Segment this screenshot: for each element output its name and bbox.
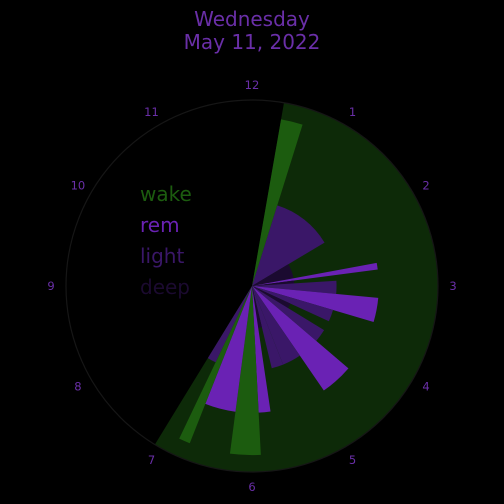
hour-label: 12 (245, 78, 260, 92)
legend-item-light: light (140, 244, 184, 268)
hour-label: 1 (349, 105, 356, 119)
hour-label: 6 (248, 480, 255, 494)
segment-light (252, 286, 334, 322)
chart-title: Wednesday May 11, 2022 (0, 8, 504, 54)
title-date: May 11, 2022 (183, 30, 321, 54)
legend-item-deep: deep (140, 275, 190, 299)
hour-label: 9 (47, 279, 54, 293)
clock-face-ring (65, 99, 439, 473)
segment-wake (179, 286, 252, 444)
title-weekday: Wednesday (194, 7, 310, 31)
segment-rem (252, 286, 349, 391)
segment-light (252, 286, 300, 365)
segment-wake (252, 119, 303, 287)
segment-wake (229, 286, 261, 456)
segment-rem (252, 262, 378, 286)
segment-light (252, 205, 325, 286)
segment-light (252, 286, 325, 341)
segment-rem (252, 286, 271, 413)
sleep-stage-bands (154, 102, 439, 473)
hour-label: 7 (148, 453, 155, 467)
legend: wake rem light deep (140, 182, 192, 299)
hour-label: 2 (422, 179, 429, 193)
segment-light (252, 286, 284, 369)
segment-light (207, 286, 252, 363)
legend-item-wake: wake (140, 182, 192, 206)
segment-deep (252, 286, 262, 328)
clock-face (65, 99, 439, 473)
hour-label: 11 (144, 105, 159, 119)
legend-item-rem: rem (140, 213, 180, 237)
hour-label: 5 (349, 453, 356, 467)
segment-light (252, 280, 337, 294)
segment-rem (252, 286, 379, 323)
segment-deep (252, 264, 294, 286)
hour-label: 8 (74, 380, 81, 394)
hour-label: 4 (422, 380, 429, 394)
hour-label: 10 (71, 179, 86, 193)
segment-rem (205, 286, 252, 412)
segment-deep (252, 280, 295, 286)
hour-label: 3 (449, 279, 456, 293)
segment-deep (252, 286, 291, 309)
